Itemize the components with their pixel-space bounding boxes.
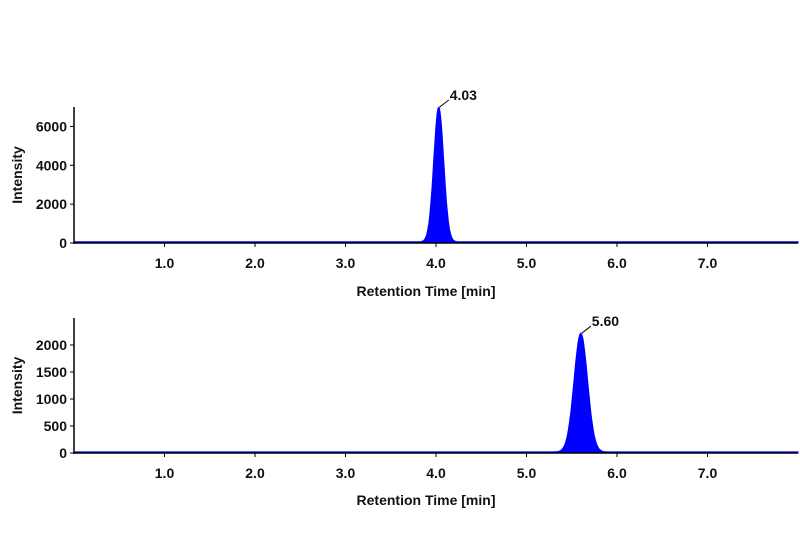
x-tick-label: 7.0 — [698, 255, 718, 271]
x-tick-label: 1.0 — [155, 465, 175, 481]
x-tick-label: 6.0 — [607, 465, 627, 481]
y-tick-label: 2000 — [36, 196, 67, 212]
x-tick-label: 6.0 — [607, 255, 627, 271]
x-tick-label: 5.0 — [517, 255, 537, 271]
y-tick-label: 4000 — [36, 157, 67, 173]
peak-leader-line — [439, 99, 450, 108]
x-tick-label: 1.0 — [155, 255, 175, 271]
y-axis-title: Intensity — [9, 146, 25, 204]
x-tick-label: 3.0 — [336, 465, 356, 481]
y-tick-label: 1000 — [36, 391, 67, 407]
series-trace-1 — [73, 332, 799, 454]
x-tick-label: 5.0 — [517, 465, 537, 481]
x-axis-title: Retention Time [min] — [357, 283, 496, 299]
x-tick-label: 4.0 — [426, 255, 446, 271]
x-tick-label: 4.0 — [426, 465, 446, 481]
x-tick-label: 7.0 — [698, 465, 718, 481]
x-tick-label: 2.0 — [245, 255, 265, 271]
y-tick-label: 500 — [44, 418, 68, 434]
peak-label: 5.60 — [592, 313, 619, 329]
x-tick-label: 3.0 — [336, 255, 356, 271]
chart-panel-1: 1.0 2.0 3.0 4.0 5.0 6.0 7.0 0 2000 4000 6000 Retent… — [9, 87, 799, 299]
chart-panel-2: 1.0 2.0 3.0 4.0 5.0 6.0 7.0 0 500 1000 1500 2000 Ret… — [9, 313, 799, 508]
y-tick-label: 1500 — [36, 364, 67, 380]
y-tick-label: 0 — [59, 445, 67, 461]
y-tick-label: 6000 — [36, 118, 67, 134]
peak-leader-line — [581, 325, 592, 334]
y-tick-label: 0 — [59, 235, 67, 251]
x-axis-title: Retention Time [min] — [357, 492, 496, 508]
series-trace-1 — [73, 106, 799, 244]
y-tick-label: 2000 — [36, 337, 67, 353]
y-axis-title: Intensity — [9, 357, 25, 415]
peak-label: 4.03 — [450, 87, 477, 103]
x-tick-label: 2.0 — [245, 465, 265, 481]
